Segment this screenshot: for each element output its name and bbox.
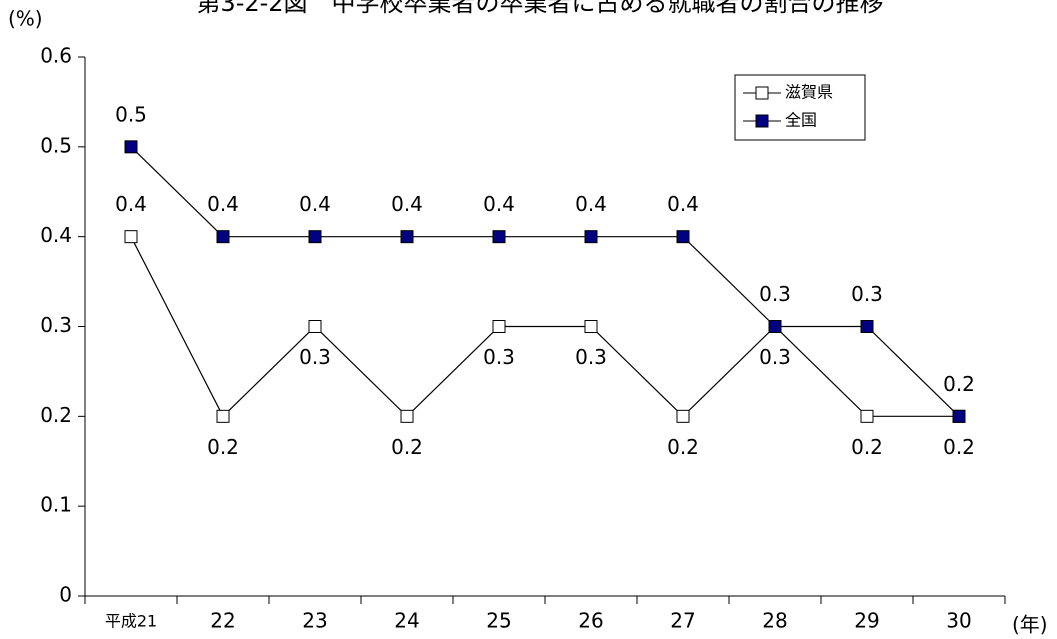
y-tick-label: 0.4 (40, 223, 72, 247)
data-label: 0.4 (667, 192, 699, 216)
y-tick-label: 0.6 (40, 44, 72, 68)
data-label: 0.3 (575, 345, 607, 369)
data-label: 0.3 (759, 282, 791, 306)
x-tick-label: 22 (210, 609, 235, 633)
marker (584, 230, 598, 244)
marker (400, 409, 414, 423)
marker (768, 320, 782, 333)
marker (952, 409, 966, 423)
marker (124, 230, 138, 244)
data-label: 0.4 (207, 192, 239, 216)
y-unit: (%) (8, 7, 43, 31)
data-label: 0.3 (299, 345, 331, 369)
x-unit: (年) (1012, 613, 1048, 637)
data-label: 0.2 (207, 435, 239, 459)
legend-label: 全国 (785, 111, 817, 130)
data-label: 0.2 (851, 435, 883, 459)
data-label: 0.4 (299, 192, 331, 216)
data-label: 0.4 (483, 192, 515, 216)
marker (584, 320, 598, 333)
x-tick-label: 26 (578, 609, 603, 633)
legend-marker (755, 114, 769, 128)
y-tick-label: 0.1 (40, 493, 72, 517)
marker (492, 230, 506, 244)
data-label: 0.4 (391, 192, 423, 216)
marker (676, 409, 690, 423)
data-label: 0.4 (575, 192, 607, 216)
x-tick-label: 27 (670, 609, 695, 633)
legend-label: 滋賀県 (785, 83, 833, 102)
marker (860, 320, 874, 333)
marker (492, 320, 506, 333)
data-label: 0.2 (391, 435, 423, 459)
data-label: 0.3 (759, 345, 791, 369)
data-label: 0.4 (115, 192, 147, 216)
marker (216, 409, 230, 423)
x-tick-label: 29 (854, 609, 879, 633)
marker (400, 230, 414, 244)
data-label: 0.5 (115, 102, 147, 126)
marker (860, 409, 874, 423)
data-label: 0.3 (851, 282, 883, 306)
legend-marker (755, 86, 769, 100)
data-label: 0.2 (667, 435, 699, 459)
x-tick-label: 28 (762, 609, 787, 633)
x-tick-label: 23 (302, 609, 327, 633)
data-label: 0.3 (483, 345, 515, 369)
y-tick-label: 0.2 (40, 403, 72, 427)
data-label: 0.2 (943, 372, 975, 396)
x-tick-label: 25 (486, 609, 511, 633)
marker (676, 230, 690, 244)
data-label: 0.2 (943, 435, 975, 459)
chart-title: 第3-2-2図 中学校卒業者の卒業者に占める就職者の割合の推移 (196, 0, 883, 17)
y-tick-label: 0.3 (40, 313, 72, 337)
x-tick-label: 24 (394, 609, 419, 633)
legend-box (734, 74, 866, 141)
y-tick-label: 0.5 (40, 133, 72, 157)
marker (308, 230, 322, 244)
marker (308, 320, 322, 333)
x-tick-label: 30 (946, 609, 971, 633)
marker (216, 230, 230, 244)
marker (124, 140, 138, 154)
y-tick-label: 0 (59, 583, 72, 607)
series-line (130, 236, 959, 418)
series-line (130, 146, 960, 417)
x-tick-label: 平成21 (105, 612, 157, 631)
